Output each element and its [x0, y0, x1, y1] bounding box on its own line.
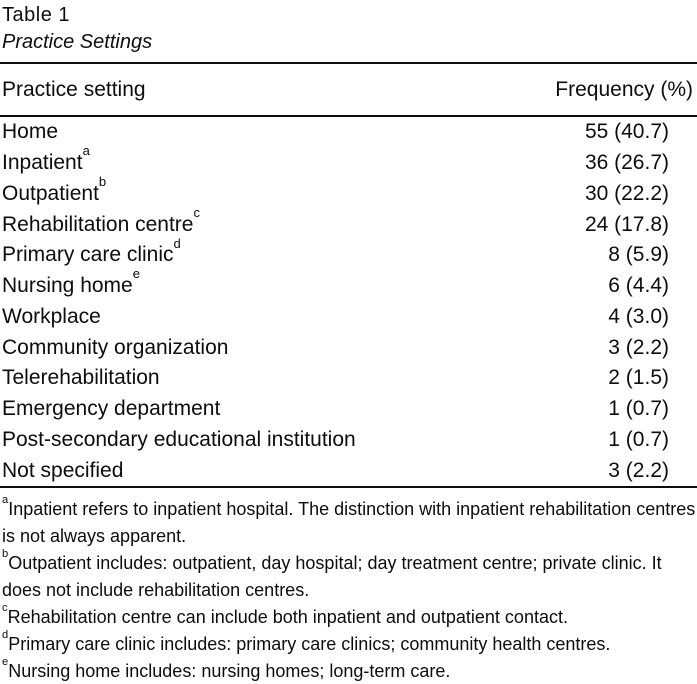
footnote-marker: a [2, 493, 9, 506]
table-row: Community organization 3 (2.2) [0, 332, 697, 363]
setting-text: Emergency department [2, 397, 221, 421]
table-row: Telerehabilitation 2 (1.5) [0, 363, 697, 394]
frequency-cell: 2 (1.5) [608, 366, 669, 390]
footnote-text: Rehabilitation centre can include both i… [7, 607, 568, 627]
footnote-marker: e [2, 655, 9, 668]
table-label: Table 1 [2, 4, 70, 26]
setting-text: Rehabilitation centre [2, 212, 194, 236]
column-header-setting: Practice setting [2, 77, 146, 101]
setting-cell: Outpatientb [2, 175, 106, 206]
table-row: Inpatienta 36 (26.7) [0, 144, 697, 179]
setting-superscript: a [82, 143, 90, 159]
setting-text: Home [2, 120, 59, 144]
setting-text: Telerehabilitation [2, 366, 160, 390]
setting-cell: Home [2, 120, 58, 144]
frequency-cell: 4 (3.0) [608, 304, 669, 328]
setting-text: Workplace [2, 304, 101, 328]
setting-cell: Emergency department [2, 397, 220, 421]
setting-cell: Rehabilitation centrec [2, 206, 200, 237]
table-row: Post-secondary educational institution 1… [0, 425, 697, 456]
frequency-cell: 3 (2.2) [608, 335, 669, 359]
frequency-cell: 1 (0.7) [608, 397, 669, 421]
setting-cell: Telerehabilitation [2, 366, 160, 390]
table-caption: Practice Settings [2, 31, 153, 53]
table-row: Home 55 (40.7) [0, 117, 697, 148]
setting-cell: Post-secondary educational institution [2, 428, 356, 452]
footnote: cRehabilitation centre can include both … [2, 601, 697, 631]
setting-text: Nursing home [2, 274, 133, 298]
setting-text: Outpatient [2, 181, 99, 205]
table-row: Outpatientb 30 (22.2) [0, 175, 697, 210]
setting-cell: Primary care clinicd [2, 237, 181, 267]
table-header-row: Practice setting Frequency (%) [0, 64, 697, 115]
frequency-cell: 36 (26.7) [584, 151, 669, 175]
setting-superscript: b [98, 174, 107, 190]
footnote-text: Primary care clinic includes: primary ca… [8, 634, 611, 654]
setting-cell: Workplace [2, 305, 101, 329]
table-row: Emergency department 1 (0.7) [0, 394, 697, 425]
table-body: Home 55 (40.7) Inpatienta 36 (26.7) Outp… [0, 117, 697, 486]
footnote-text: Inpatient refers to inpatient hospital. … [2, 499, 696, 546]
frequency-cell: 3 (2.2) [608, 458, 669, 482]
setting-text: Inpatient [2, 151, 83, 175]
setting-cell: Nursing homee [2, 267, 140, 298]
frequency-cell: 55 (40.7) [584, 120, 669, 144]
header-rule [0, 115, 697, 117]
frequency-cell: 6 (4.4) [608, 274, 669, 298]
setting-superscript: c [193, 204, 200, 220]
footnote-text: Outpatient includes: outpatient, day hos… [2, 553, 662, 600]
setting-cell: Community organization [2, 336, 228, 360]
table-row: Workplace 4 (3.0) [0, 302, 697, 333]
footnote-marker: b [2, 547, 9, 560]
table-row: Not specified 3 (2.2) [0, 455, 697, 486]
setting-text: Post-secondary educational institution [2, 427, 356, 451]
footnotes-section: aInpatient refers to inpatient hospital.… [0, 488, 697, 684]
footnote-marker: c [2, 601, 8, 614]
setting-cell: Not specified [2, 459, 123, 483]
frequency-cell: 30 (22.2) [584, 181, 669, 205]
top-rule [0, 62, 697, 64]
footnote: eNursing home includes: nursing homes; l… [2, 655, 697, 684]
footnote: bOutpatient includes: outpatient, day ho… [2, 547, 697, 604]
frequency-cell: 24 (17.8) [584, 212, 669, 236]
frequency-cell: 1 (0.7) [608, 427, 669, 451]
setting-text: Primary care clinic [2, 243, 174, 267]
setting-text: Not specified [2, 458, 124, 482]
setting-text: Community organization [2, 335, 229, 359]
setting-superscript: d [173, 235, 181, 251]
footnote: dPrimary care clinic includes: primary c… [2, 628, 697, 658]
setting-cell: Inpatienta [2, 144, 90, 175]
bottom-rule [0, 486, 697, 488]
footnote: aInpatient refers to inpatient hospital.… [2, 493, 697, 550]
setting-superscript: e [132, 266, 140, 282]
table-row: Primary care clinicd 8 (5.9) [0, 237, 697, 271]
table-row: Nursing homee 6 (4.4) [0, 267, 697, 302]
footnote-marker: d [2, 628, 9, 641]
frequency-cell: 8 (5.9) [608, 243, 669, 267]
column-header-frequency: Frequency (%) [555, 77, 693, 101]
table-row: Rehabilitation centrec 24 (17.8) [0, 206, 697, 240]
footnote-text: Nursing home includes: nursing homes; lo… [8, 661, 451, 681]
